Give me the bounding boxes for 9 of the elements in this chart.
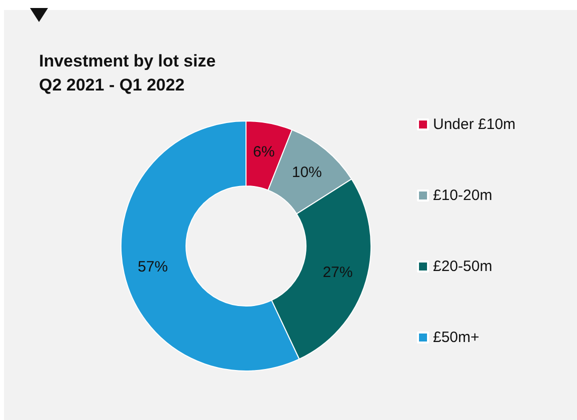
legend-label: £10-20m [433,187,492,204]
data-label: 6% [253,144,275,161]
legend-label: £50m+ [433,329,480,346]
legend-label: £20-50m [433,258,492,275]
legend-label: Under £10m [433,116,516,133]
data-label: 27% [322,264,353,282]
chart-title: Investment by lot size Q2 2021 - Q1 2022 [39,52,216,94]
data-label: 10% [292,164,322,181]
data-label: 57% [138,258,168,276]
